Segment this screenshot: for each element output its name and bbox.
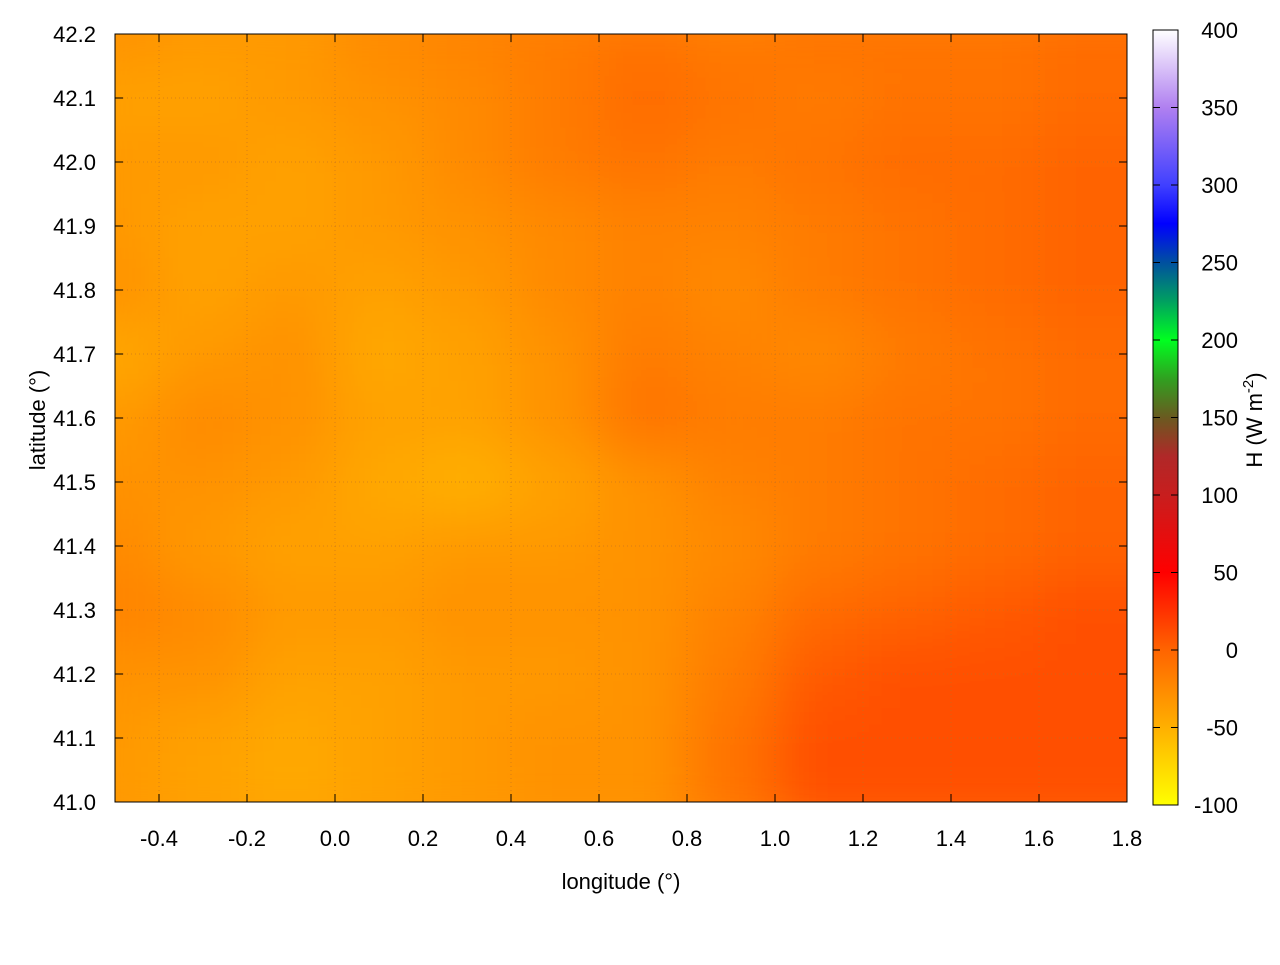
y-tick-label: 41.1 [53, 726, 96, 751]
colorbar-tick-label: 400 [1201, 18, 1238, 43]
x-tick-label: 1.4 [936, 826, 967, 851]
colorbar-tick-label: 200 [1201, 328, 1238, 353]
x-tick-label: 0.2 [408, 826, 439, 851]
y-tick-label: 41.5 [53, 470, 96, 495]
colorbar-tick-label: 300 [1201, 173, 1238, 198]
x-tick-label: -0.4 [140, 826, 178, 851]
x-tick-label: 1.2 [848, 826, 879, 851]
heatmap-cell [1039, 706, 1127, 802]
colorbar-tick-label: 350 [1201, 96, 1238, 121]
y-axis-label: latitude (°) [25, 370, 50, 471]
colorbar-tick-label: 100 [1201, 483, 1238, 508]
colorbar-tick-label: 150 [1201, 406, 1238, 431]
heatmap-area [115, 34, 1127, 802]
x-tick-label: 0.6 [584, 826, 615, 851]
colorbar-tick-label: -100 [1194, 793, 1238, 818]
x-tick-label: 0.0 [320, 826, 351, 851]
colorbar-tick-label: 50 [1214, 561, 1238, 586]
y-tick-label: 41.4 [53, 534, 96, 559]
y-tick-label: 41.3 [53, 598, 96, 623]
x-tick-label: 0.8 [672, 826, 703, 851]
y-tick-label: 41.0 [53, 790, 96, 815]
colorbar-tick-label: -50 [1206, 716, 1238, 741]
y-tick-label: 41.7 [53, 342, 96, 367]
y-tick-label: 42.0 [53, 150, 96, 175]
y-tick-label: 42.1 [53, 86, 96, 111]
y-tick-label: 41.6 [53, 406, 96, 431]
y-tick-label: 41.8 [53, 278, 96, 303]
y-tick-label: 41.2 [53, 662, 96, 687]
x-tick-label: 1.8 [1112, 826, 1143, 851]
x-tick-label: 1.0 [760, 826, 791, 851]
colorbar-label: H (W m-2) [1240, 372, 1267, 467]
y-tick-label: 41.9 [53, 214, 96, 239]
colorbar-tick-label: 250 [1201, 251, 1238, 276]
colorbar-tick-label: 0 [1226, 638, 1238, 663]
x-tick-label: 0.4 [496, 826, 527, 851]
y-tick-label: 42.2 [53, 22, 96, 47]
x-tick-label: 1.6 [1024, 826, 1055, 851]
x-tick-label: -0.2 [228, 826, 266, 851]
x-axis-label: longitude (°) [562, 869, 681, 894]
